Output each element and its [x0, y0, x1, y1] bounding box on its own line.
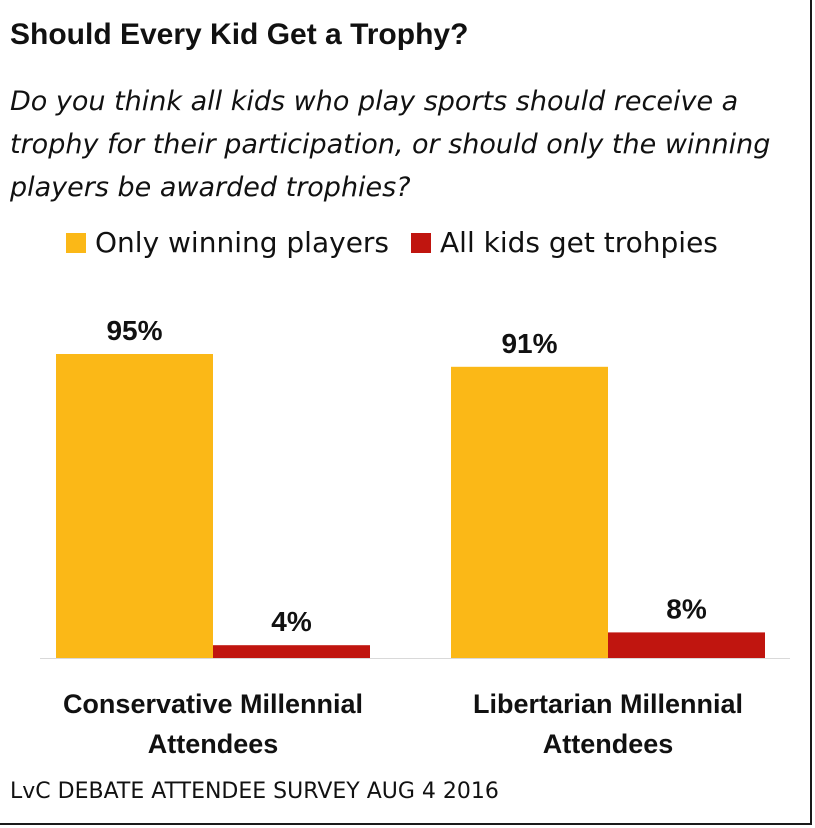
- legend: Only winning players All kids get trohpi…: [66, 226, 740, 259]
- bar-all-kids-get-trohpies-conservative-millennial-attendees: [213, 645, 370, 658]
- data-label-only-winning-players-libertarian-millennial-attendees: 91%: [501, 328, 557, 359]
- data-label-all-kids-get-trohpies-conservative-millennial-attendees: 4%: [271, 606, 312, 637]
- category-label-conservative-millennial-attendees-line-1: Conservative Millennial: [63, 689, 363, 719]
- legend-label-all-kids: All kids get trohpies: [440, 226, 718, 259]
- legend-item-all-kids: All kids get trohpies: [411, 226, 718, 259]
- chart-subtitle: Do you think all kids who play sports sh…: [10, 86, 771, 203]
- bar-only-winning-players-libertarian-millennial-attendees: [451, 366, 608, 658]
- category-label-libertarian-millennial-attendees-line-2: Attendees: [543, 729, 674, 759]
- legend-item-winning: Only winning players: [66, 226, 389, 259]
- bar-only-winning-players-conservative-millennial-attendees: [56, 354, 213, 658]
- legend-label-winning: Only winning players: [95, 226, 390, 259]
- source-note: LvC DEBATE ATTENDEE SURVEY AUG 4 2016: [10, 779, 499, 804]
- category-label-libertarian-millennial-attendees-line-1: Libertarian Millennial: [473, 689, 743, 719]
- legend-swatch-winning: [66, 232, 86, 253]
- chart-title: Should Every Kid Get a Trophy?: [10, 18, 469, 51]
- category-label-conservative-millennial-attendees-line-2: Attendees: [148, 729, 279, 759]
- bar-all-kids-get-trohpies-libertarian-millennial-attendees: [608, 632, 765, 658]
- data-label-all-kids-get-trohpies-libertarian-millennial-attendees: 8%: [666, 593, 707, 624]
- legend-swatch-all-kids: [411, 232, 432, 253]
- data-label-only-winning-players-conservative-millennial-attendees: 95%: [106, 315, 162, 346]
